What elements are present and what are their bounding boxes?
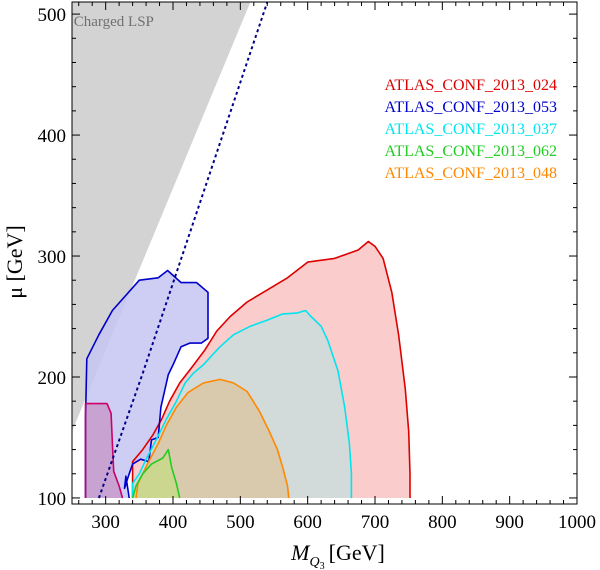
region-fill-cms-unlabeled <box>85 403 123 498</box>
axis-titles: MQ3[GeV] μ [GeV] <box>2 225 385 570</box>
legend-entry-atlas-conf-2013-048: ATLAS_CONF_2013_048 <box>385 165 557 182</box>
y-tick-label: 500 <box>38 5 67 26</box>
x-tick-label: 700 <box>361 512 390 533</box>
legend-entry-atlas-conf-2013-062: ATLAS_CONF_2013_062 <box>385 143 557 160</box>
x-tick-label: 1000 <box>558 512 596 533</box>
plot-frame <box>71 1 578 505</box>
legend: ATLAS_CONF_2013_024 ATLAS_CONF_2013_053 AT… <box>385 77 557 182</box>
y-axis-title: μ [GeV] <box>2 225 27 299</box>
y-tick-label: 200 <box>38 368 67 389</box>
x-tick-label: 800 <box>428 512 457 533</box>
y-tick-label: 100 <box>38 489 67 510</box>
annotations: Charged LSP <box>74 14 154 30</box>
region-outline-atlas-conf-2013-048 <box>135 378 290 499</box>
region-fill-atlas-conf-2013-062 <box>132 449 180 498</box>
x-tick-label: 900 <box>495 512 524 533</box>
region-fill-atlas-conf-2013-053 <box>85 270 208 498</box>
axis-ticks: 300 400 500 600 700 800 900 1000 100 200 300 400 500 <box>38 2 596 533</box>
region-outline-atlas-conf-2013-053 <box>84 269 209 499</box>
x-tick-label: 600 <box>293 512 322 533</box>
legend-entry-atlas-conf-2013-053: ATLAS_CONF_2013_053 <box>385 99 557 116</box>
region-fill-atlas-conf-2013-048 <box>136 379 289 498</box>
x-axis-title: MQ3[GeV] <box>290 540 385 570</box>
x-tick-label: 300 <box>91 512 120 533</box>
legend-entry-atlas-conf-2013-037: ATLAS_CONF_2013_037 <box>385 121 557 138</box>
y-tick-label: 300 <box>38 247 67 268</box>
legend-entry-atlas-conf-2013-024: ATLAS_CONF_2013_024 <box>385 77 557 94</box>
region-outline-atlas-conf-2013-062 <box>131 448 181 499</box>
region-outline-atlas-conf-2013-037 <box>131 309 353 498</box>
plot-area <box>72 2 411 499</box>
charged-lsp-boundary-line <box>97 2 269 499</box>
charged-lsp-annotation: Charged LSP <box>74 14 154 30</box>
y-tick-label: 400 <box>38 126 67 147</box>
region-outline-atlas-conf-2013-024 <box>131 240 411 498</box>
x-tick-label: 500 <box>226 512 255 533</box>
region-outline-cms-unlabeled <box>84 402 124 499</box>
x-tick-label: 400 <box>159 512 188 533</box>
